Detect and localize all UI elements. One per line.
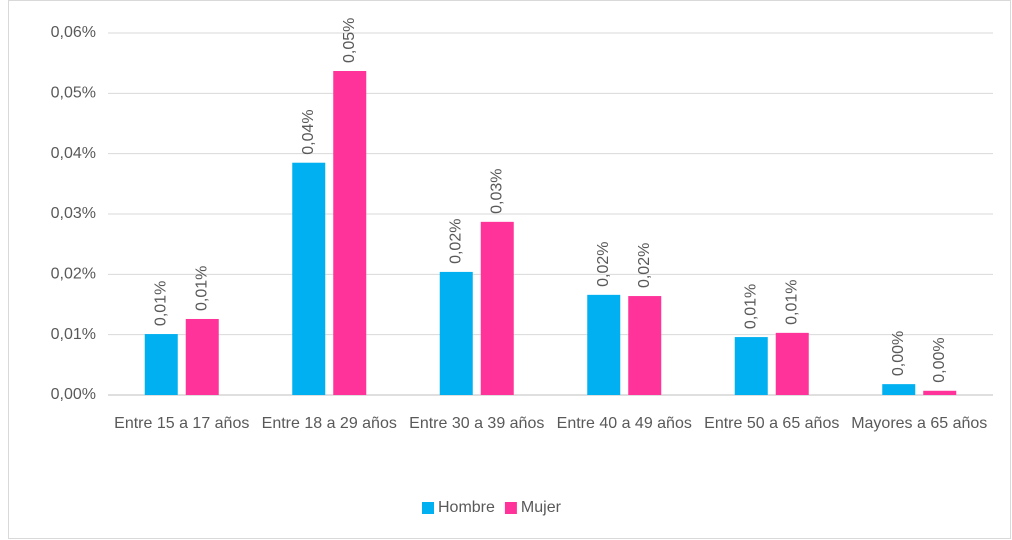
x-tick-label: Entre 15 a 17 años bbox=[114, 415, 250, 432]
bar bbox=[628, 296, 662, 395]
y-tick-label: 0,01% bbox=[51, 326, 96, 343]
value-label: 0,02% bbox=[447, 219, 464, 264]
bar bbox=[333, 71, 367, 395]
legend-label: Hombre bbox=[438, 499, 495, 516]
value-label: 0,04% bbox=[300, 109, 317, 154]
value-label: 0,00% bbox=[890, 331, 907, 376]
value-label: 0,01% bbox=[742, 284, 759, 329]
legend-swatch bbox=[422, 502, 434, 514]
bar bbox=[144, 334, 178, 395]
x-tick-label: Entre 40 a 49 años bbox=[556, 415, 692, 432]
y-tick-label: 0,02% bbox=[51, 266, 96, 283]
chart-border bbox=[8, 0, 1011, 539]
bar bbox=[923, 390, 957, 395]
x-tick-label: Entre 30 a 39 años bbox=[409, 415, 545, 432]
bar bbox=[480, 221, 514, 395]
value-label: 0,02% bbox=[636, 243, 653, 288]
y-tick-label: 0,06% bbox=[51, 24, 96, 41]
x-tick-label: Entre 18 a 29 años bbox=[261, 415, 397, 432]
bar bbox=[292, 162, 326, 395]
x-tick-label: Entre 50 a 65 años bbox=[704, 415, 840, 432]
value-label: 0,02% bbox=[595, 241, 612, 286]
y-tick-label: 0,05% bbox=[51, 85, 96, 102]
legend-label: Mujer bbox=[521, 499, 562, 516]
legend-swatch bbox=[504, 502, 517, 514]
y-tick-label: 0,04% bbox=[51, 145, 96, 162]
y-tick-label: 0,00% bbox=[51, 386, 96, 403]
bar bbox=[439, 271, 473, 395]
value-label: 0,01% bbox=[193, 266, 210, 311]
bar bbox=[587, 294, 621, 395]
bar bbox=[185, 318, 219, 395]
value-label: 0,01% bbox=[152, 281, 169, 326]
y-tick-label: 0,03% bbox=[51, 205, 96, 222]
value-label: 0,01% bbox=[783, 279, 800, 324]
value-label: 0,03% bbox=[488, 168, 505, 213]
value-label: 0,05% bbox=[341, 18, 358, 63]
bar bbox=[775, 332, 809, 395]
value-label: 0,00% bbox=[931, 337, 948, 382]
bar bbox=[882, 384, 916, 395]
x-tick-label: Mayores a 65 años bbox=[851, 415, 988, 432]
bar bbox=[734, 337, 768, 395]
